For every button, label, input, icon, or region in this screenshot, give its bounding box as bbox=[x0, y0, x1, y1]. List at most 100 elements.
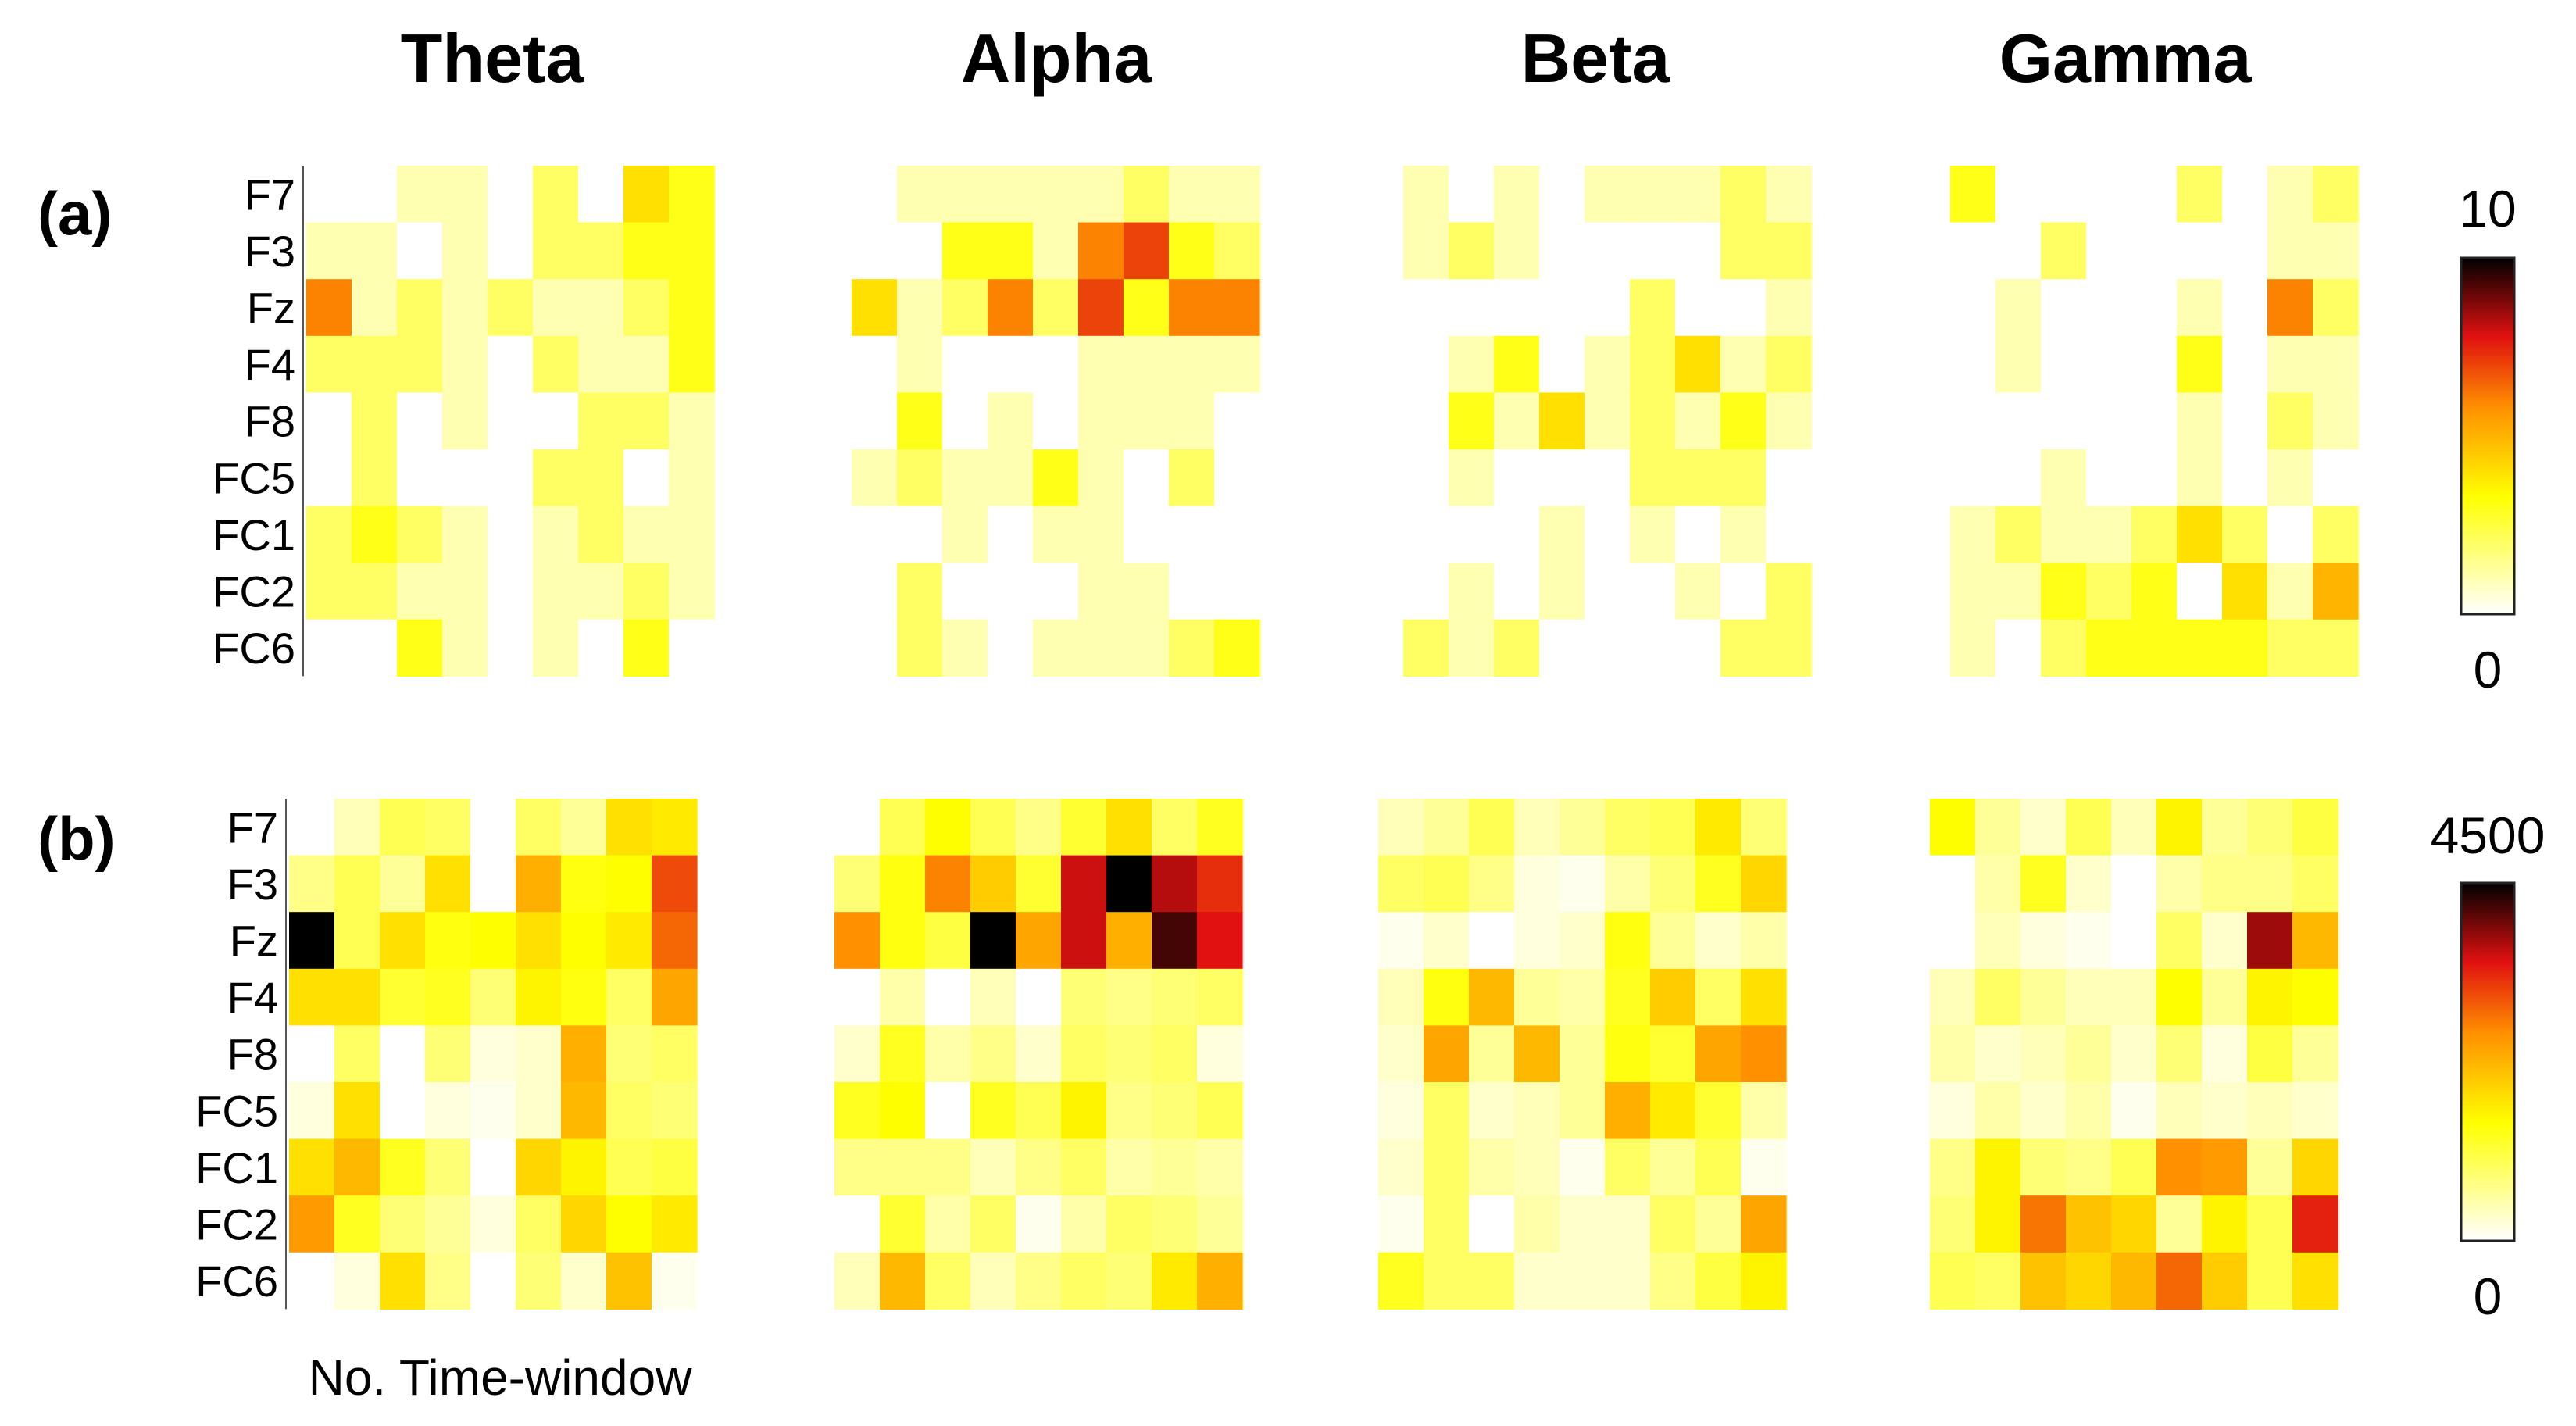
heatmap-cell bbox=[2131, 166, 2178, 223]
heatmap-cell bbox=[1169, 222, 1215, 280]
heatmap-cell bbox=[2086, 335, 2132, 393]
heatmap-cell bbox=[516, 1195, 562, 1253]
heatmap-cell bbox=[1585, 506, 1631, 563]
heatmap-cell bbox=[1695, 855, 1742, 913]
heatmap-cell bbox=[380, 1025, 426, 1083]
heatmap-cell bbox=[1514, 1025, 1560, 1083]
heatmap-cell bbox=[380, 912, 426, 970]
heatmap-cell bbox=[578, 335, 624, 393]
heatmap-cell bbox=[852, 506, 898, 563]
heatmap-cell bbox=[561, 1138, 607, 1196]
heatmap-cell bbox=[1378, 1252, 1424, 1310]
heatmap-cell bbox=[988, 279, 1034, 337]
heatmap-cell bbox=[1016, 1082, 1062, 1140]
heatmap-cell bbox=[1605, 799, 1651, 856]
heatmap-cell bbox=[880, 855, 926, 913]
heatmap-cell bbox=[2247, 912, 2293, 970]
heatmap-cell bbox=[2066, 1252, 2112, 1310]
heatmap-cell bbox=[880, 1082, 926, 1140]
heatmap-cell bbox=[2267, 506, 2313, 563]
heatmap-cell bbox=[606, 968, 652, 1026]
heatmap-cell bbox=[1695, 1138, 1742, 1196]
heatmap-cell bbox=[334, 1252, 381, 1310]
heatmap-cell bbox=[2086, 619, 2132, 677]
channel-label: FC2 bbox=[195, 1200, 278, 1249]
heatmap-cell bbox=[1930, 968, 1976, 1026]
heatmap-cell bbox=[1449, 166, 1495, 223]
heatmap-cell bbox=[470, 1025, 516, 1083]
heatmap-cell bbox=[1605, 1082, 1651, 1140]
heatmap-cell bbox=[1424, 855, 1470, 913]
heatmap-cell bbox=[1061, 855, 1107, 913]
heatmap-cell bbox=[2247, 855, 2293, 913]
band-title-theta: Theta bbox=[401, 20, 585, 97]
heatmap-cell bbox=[2131, 222, 2178, 280]
heatmap-cell bbox=[2020, 1138, 2067, 1196]
heatmap-cell bbox=[2066, 1025, 2112, 1083]
heatmap-cell bbox=[2111, 968, 2157, 1026]
heatmap-cell bbox=[1585, 222, 1631, 280]
heatmap-cell bbox=[578, 392, 624, 450]
heatmap-cell bbox=[2267, 619, 2313, 677]
heatmap-cell bbox=[561, 968, 607, 1026]
heatmap-cell bbox=[1741, 855, 1787, 913]
heatmap-cell bbox=[1033, 335, 1079, 393]
heatmap-cell bbox=[1106, 1252, 1152, 1310]
heatmap-cell bbox=[988, 335, 1034, 393]
heatmap-cell bbox=[1675, 392, 1721, 450]
heatmap-cell bbox=[942, 449, 988, 507]
heatmap-cell bbox=[669, 619, 715, 677]
heatmap-cell bbox=[470, 1082, 516, 1140]
heatmap-cell bbox=[1995, 392, 2042, 450]
heatmap-cell bbox=[380, 799, 426, 856]
heatmap-cell bbox=[988, 619, 1034, 677]
heatmap-cell bbox=[561, 1195, 607, 1253]
heatmap-cell bbox=[1078, 222, 1124, 280]
heatmap-cell bbox=[352, 166, 398, 223]
heatmap-cell bbox=[2066, 1138, 2112, 1196]
channel-label: FC6 bbox=[213, 624, 295, 673]
heatmap-cell bbox=[2202, 968, 2248, 1026]
heatmap-cell bbox=[1560, 1252, 1606, 1310]
heatmap-cell bbox=[897, 166, 943, 223]
heatmap-cell bbox=[623, 563, 670, 620]
heatmap-cell bbox=[942, 279, 988, 337]
heatmap-cell bbox=[1560, 912, 1606, 970]
heatmap-cell bbox=[1720, 392, 1767, 450]
heatmap-cell bbox=[1630, 392, 1676, 450]
heatmap-cell bbox=[1449, 335, 1495, 393]
heatmap-cell bbox=[925, 1252, 971, 1310]
heatmap-cell bbox=[561, 1025, 607, 1083]
heatmap-cell bbox=[1741, 1252, 1787, 1310]
heatmap-cell bbox=[2041, 279, 2087, 337]
heatmap-cell bbox=[669, 506, 715, 563]
heatmap-cell bbox=[606, 1195, 652, 1253]
heatmap-cell bbox=[669, 279, 715, 337]
heatmap-cell bbox=[1741, 912, 1787, 970]
heatmap-cell bbox=[988, 563, 1034, 620]
heatmap-cell bbox=[2222, 166, 2268, 223]
heatmap-cell bbox=[606, 1082, 652, 1140]
heatmap-cell bbox=[1930, 1252, 1976, 1310]
heatmap-cell bbox=[1514, 799, 1560, 856]
channel-label: FC1 bbox=[195, 1143, 278, 1192]
heatmap-cell bbox=[970, 912, 1016, 970]
heatmap-cell bbox=[834, 799, 881, 856]
heatmap-cell bbox=[516, 855, 562, 913]
heatmap-cell bbox=[1106, 1195, 1152, 1253]
heatmap-cell bbox=[1585, 166, 1631, 223]
heatmap-cell bbox=[2292, 968, 2338, 1026]
heatmap-cell bbox=[1539, 449, 1585, 507]
heatmap-cell bbox=[442, 449, 488, 507]
heatmap-cell bbox=[652, 1138, 698, 1196]
heatmap-cell bbox=[2222, 222, 2268, 280]
heatmap-cell bbox=[1033, 279, 1079, 337]
heatmap-cell bbox=[1494, 619, 1540, 677]
heatmap-cell bbox=[306, 222, 352, 280]
heatmap-cell bbox=[1403, 335, 1449, 393]
heatmap-cell bbox=[470, 855, 516, 913]
heatmap-cell bbox=[1514, 912, 1560, 970]
heatmap-cell bbox=[652, 1082, 698, 1140]
heatmap-cell bbox=[533, 449, 579, 507]
heatmap-cell bbox=[2156, 1195, 2203, 1253]
